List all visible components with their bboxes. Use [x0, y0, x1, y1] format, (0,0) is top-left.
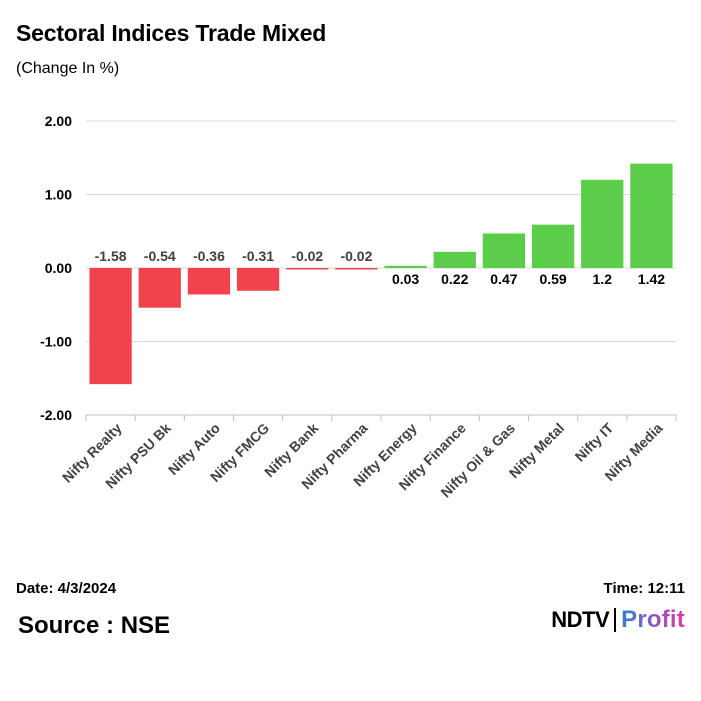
- bar: [531, 224, 575, 268]
- bar: [630, 163, 673, 268]
- data-label: 0.03: [392, 271, 419, 287]
- bar: [384, 265, 427, 268]
- y-tick-label: -1.00: [40, 334, 72, 350]
- data-label: -0.02: [291, 248, 323, 264]
- bar: [482, 233, 526, 268]
- data-label: 0.59: [539, 271, 566, 287]
- chart-title: Sectoral Indices Trade Mixed: [16, 20, 327, 46]
- data-label: 1.42: [638, 271, 665, 287]
- bar: [581, 179, 624, 268]
- data-label: -0.31: [242, 248, 274, 264]
- y-tick-label: 2.00: [45, 113, 72, 129]
- y-tick-label: 1.00: [45, 187, 72, 203]
- category-label: Nifty IT: [572, 419, 617, 464]
- bar: [236, 268, 280, 291]
- chart-subtitle: (Change In %): [16, 60, 120, 77]
- data-label: 0.22: [441, 271, 468, 287]
- logo-divider: [614, 608, 617, 632]
- bar: [187, 268, 231, 295]
- data-label: 1.2: [593, 271, 613, 287]
- data-label: -0.02: [340, 248, 372, 264]
- bar: [433, 251, 476, 268]
- y-tick-label: -2.00: [40, 407, 72, 423]
- logo-ndtv-text: NDTV: [551, 607, 610, 632]
- data-label: -0.36: [193, 248, 225, 264]
- date-label: Date: 4/3/2024: [16, 580, 117, 597]
- bar: [89, 268, 132, 385]
- bar: [335, 268, 378, 270]
- data-label: 0.47: [490, 271, 517, 287]
- logo-profit-text: Profit: [621, 606, 685, 633]
- bar: [138, 268, 181, 308]
- time-label: Time: 12:11: [603, 580, 685, 597]
- bar: [286, 268, 329, 270]
- y-tick-label: 0.00: [45, 260, 72, 276]
- data-label: -0.54: [144, 248, 176, 264]
- source-label: Source : NSE: [18, 612, 171, 639]
- data-label: -1.58: [95, 248, 127, 264]
- ndtv-profit-logo: NDTV Profit: [551, 606, 685, 634]
